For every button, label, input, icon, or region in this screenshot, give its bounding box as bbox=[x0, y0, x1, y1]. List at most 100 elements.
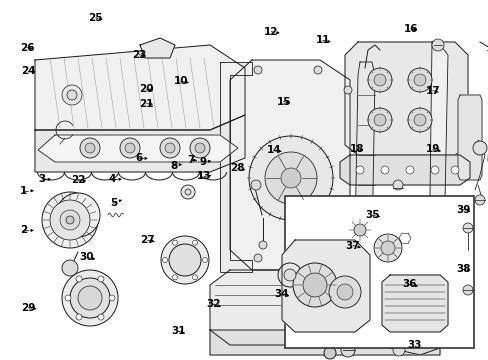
Polygon shape bbox=[389, 315, 439, 355]
Circle shape bbox=[98, 276, 104, 282]
Polygon shape bbox=[38, 135, 238, 162]
Circle shape bbox=[70, 278, 110, 318]
Text: 8: 8 bbox=[170, 161, 177, 171]
Text: 25: 25 bbox=[88, 13, 103, 23]
Text: 17: 17 bbox=[425, 86, 439, 96]
Text: 2: 2 bbox=[20, 225, 27, 235]
Circle shape bbox=[405, 166, 413, 174]
Text: 27: 27 bbox=[140, 235, 155, 246]
Circle shape bbox=[80, 138, 100, 158]
Circle shape bbox=[313, 254, 321, 262]
Circle shape bbox=[474, 195, 484, 205]
Circle shape bbox=[192, 240, 197, 245]
Circle shape bbox=[181, 185, 195, 199]
Circle shape bbox=[373, 114, 385, 126]
Circle shape bbox=[253, 66, 262, 74]
Text: 7: 7 bbox=[186, 155, 194, 165]
Text: 13: 13 bbox=[197, 171, 211, 181]
Circle shape bbox=[462, 285, 472, 295]
Polygon shape bbox=[35, 115, 244, 172]
Circle shape bbox=[367, 108, 391, 132]
Circle shape bbox=[343, 236, 351, 244]
Circle shape bbox=[78, 286, 102, 310]
Text: 38: 38 bbox=[455, 264, 470, 274]
Polygon shape bbox=[209, 270, 439, 345]
Circle shape bbox=[430, 166, 438, 174]
Text: 10: 10 bbox=[173, 76, 188, 86]
Polygon shape bbox=[282, 240, 369, 332]
Circle shape bbox=[62, 85, 82, 105]
Circle shape bbox=[303, 273, 326, 297]
Circle shape bbox=[284, 269, 295, 281]
Text: 37: 37 bbox=[345, 240, 360, 251]
Circle shape bbox=[172, 240, 177, 245]
Text: 19: 19 bbox=[425, 144, 439, 154]
Text: 31: 31 bbox=[171, 326, 185, 336]
Polygon shape bbox=[354, 62, 374, 252]
Text: 15: 15 bbox=[276, 96, 290, 107]
Circle shape bbox=[76, 276, 82, 282]
Circle shape bbox=[324, 347, 335, 359]
Circle shape bbox=[367, 68, 391, 92]
Polygon shape bbox=[209, 330, 439, 355]
Circle shape bbox=[202, 257, 207, 262]
Circle shape bbox=[378, 216, 396, 234]
Circle shape bbox=[343, 86, 351, 94]
Circle shape bbox=[56, 193, 100, 237]
Circle shape bbox=[313, 66, 321, 74]
Circle shape bbox=[462, 223, 472, 233]
Circle shape bbox=[62, 270, 118, 326]
Text: 5: 5 bbox=[110, 198, 117, 208]
Circle shape bbox=[67, 90, 77, 100]
Text: 36: 36 bbox=[402, 279, 416, 289]
Text: 28: 28 bbox=[230, 163, 244, 174]
Circle shape bbox=[292, 263, 336, 307]
Circle shape bbox=[330, 208, 345, 222]
Circle shape bbox=[407, 68, 431, 92]
Polygon shape bbox=[429, 42, 447, 205]
Circle shape bbox=[380, 166, 388, 174]
Circle shape bbox=[125, 143, 135, 153]
Circle shape bbox=[380, 241, 394, 255]
Circle shape bbox=[264, 152, 316, 204]
Circle shape bbox=[392, 180, 402, 190]
Polygon shape bbox=[457, 95, 481, 180]
Circle shape bbox=[472, 141, 486, 155]
Polygon shape bbox=[220, 62, 251, 272]
Circle shape bbox=[336, 284, 352, 300]
Text: 33: 33 bbox=[407, 340, 421, 350]
Text: 30: 30 bbox=[80, 252, 94, 262]
Circle shape bbox=[66, 216, 74, 224]
Circle shape bbox=[172, 275, 177, 280]
Circle shape bbox=[353, 224, 365, 236]
Circle shape bbox=[250, 180, 261, 190]
Circle shape bbox=[392, 344, 404, 356]
Text: 6: 6 bbox=[136, 153, 142, 163]
Circle shape bbox=[373, 234, 401, 262]
Text: 16: 16 bbox=[403, 24, 417, 34]
Text: 18: 18 bbox=[349, 144, 364, 154]
Circle shape bbox=[253, 254, 262, 262]
Circle shape bbox=[192, 275, 197, 280]
Text: 35: 35 bbox=[365, 210, 379, 220]
Polygon shape bbox=[345, 42, 467, 155]
Circle shape bbox=[120, 138, 140, 158]
Polygon shape bbox=[339, 155, 469, 185]
Circle shape bbox=[169, 244, 201, 276]
Circle shape bbox=[85, 143, 95, 153]
Circle shape bbox=[373, 74, 385, 86]
Circle shape bbox=[98, 314, 104, 320]
Text: 23: 23 bbox=[132, 50, 146, 60]
Circle shape bbox=[396, 230, 412, 246]
Text: 4: 4 bbox=[108, 174, 116, 184]
Circle shape bbox=[278, 263, 302, 287]
Text: 26: 26 bbox=[20, 42, 34, 53]
Circle shape bbox=[162, 257, 167, 262]
Circle shape bbox=[184, 189, 191, 195]
Circle shape bbox=[413, 74, 425, 86]
Polygon shape bbox=[381, 275, 447, 332]
Circle shape bbox=[76, 314, 82, 320]
Text: 11: 11 bbox=[315, 35, 329, 45]
Text: 9: 9 bbox=[199, 157, 206, 167]
Circle shape bbox=[42, 192, 98, 248]
